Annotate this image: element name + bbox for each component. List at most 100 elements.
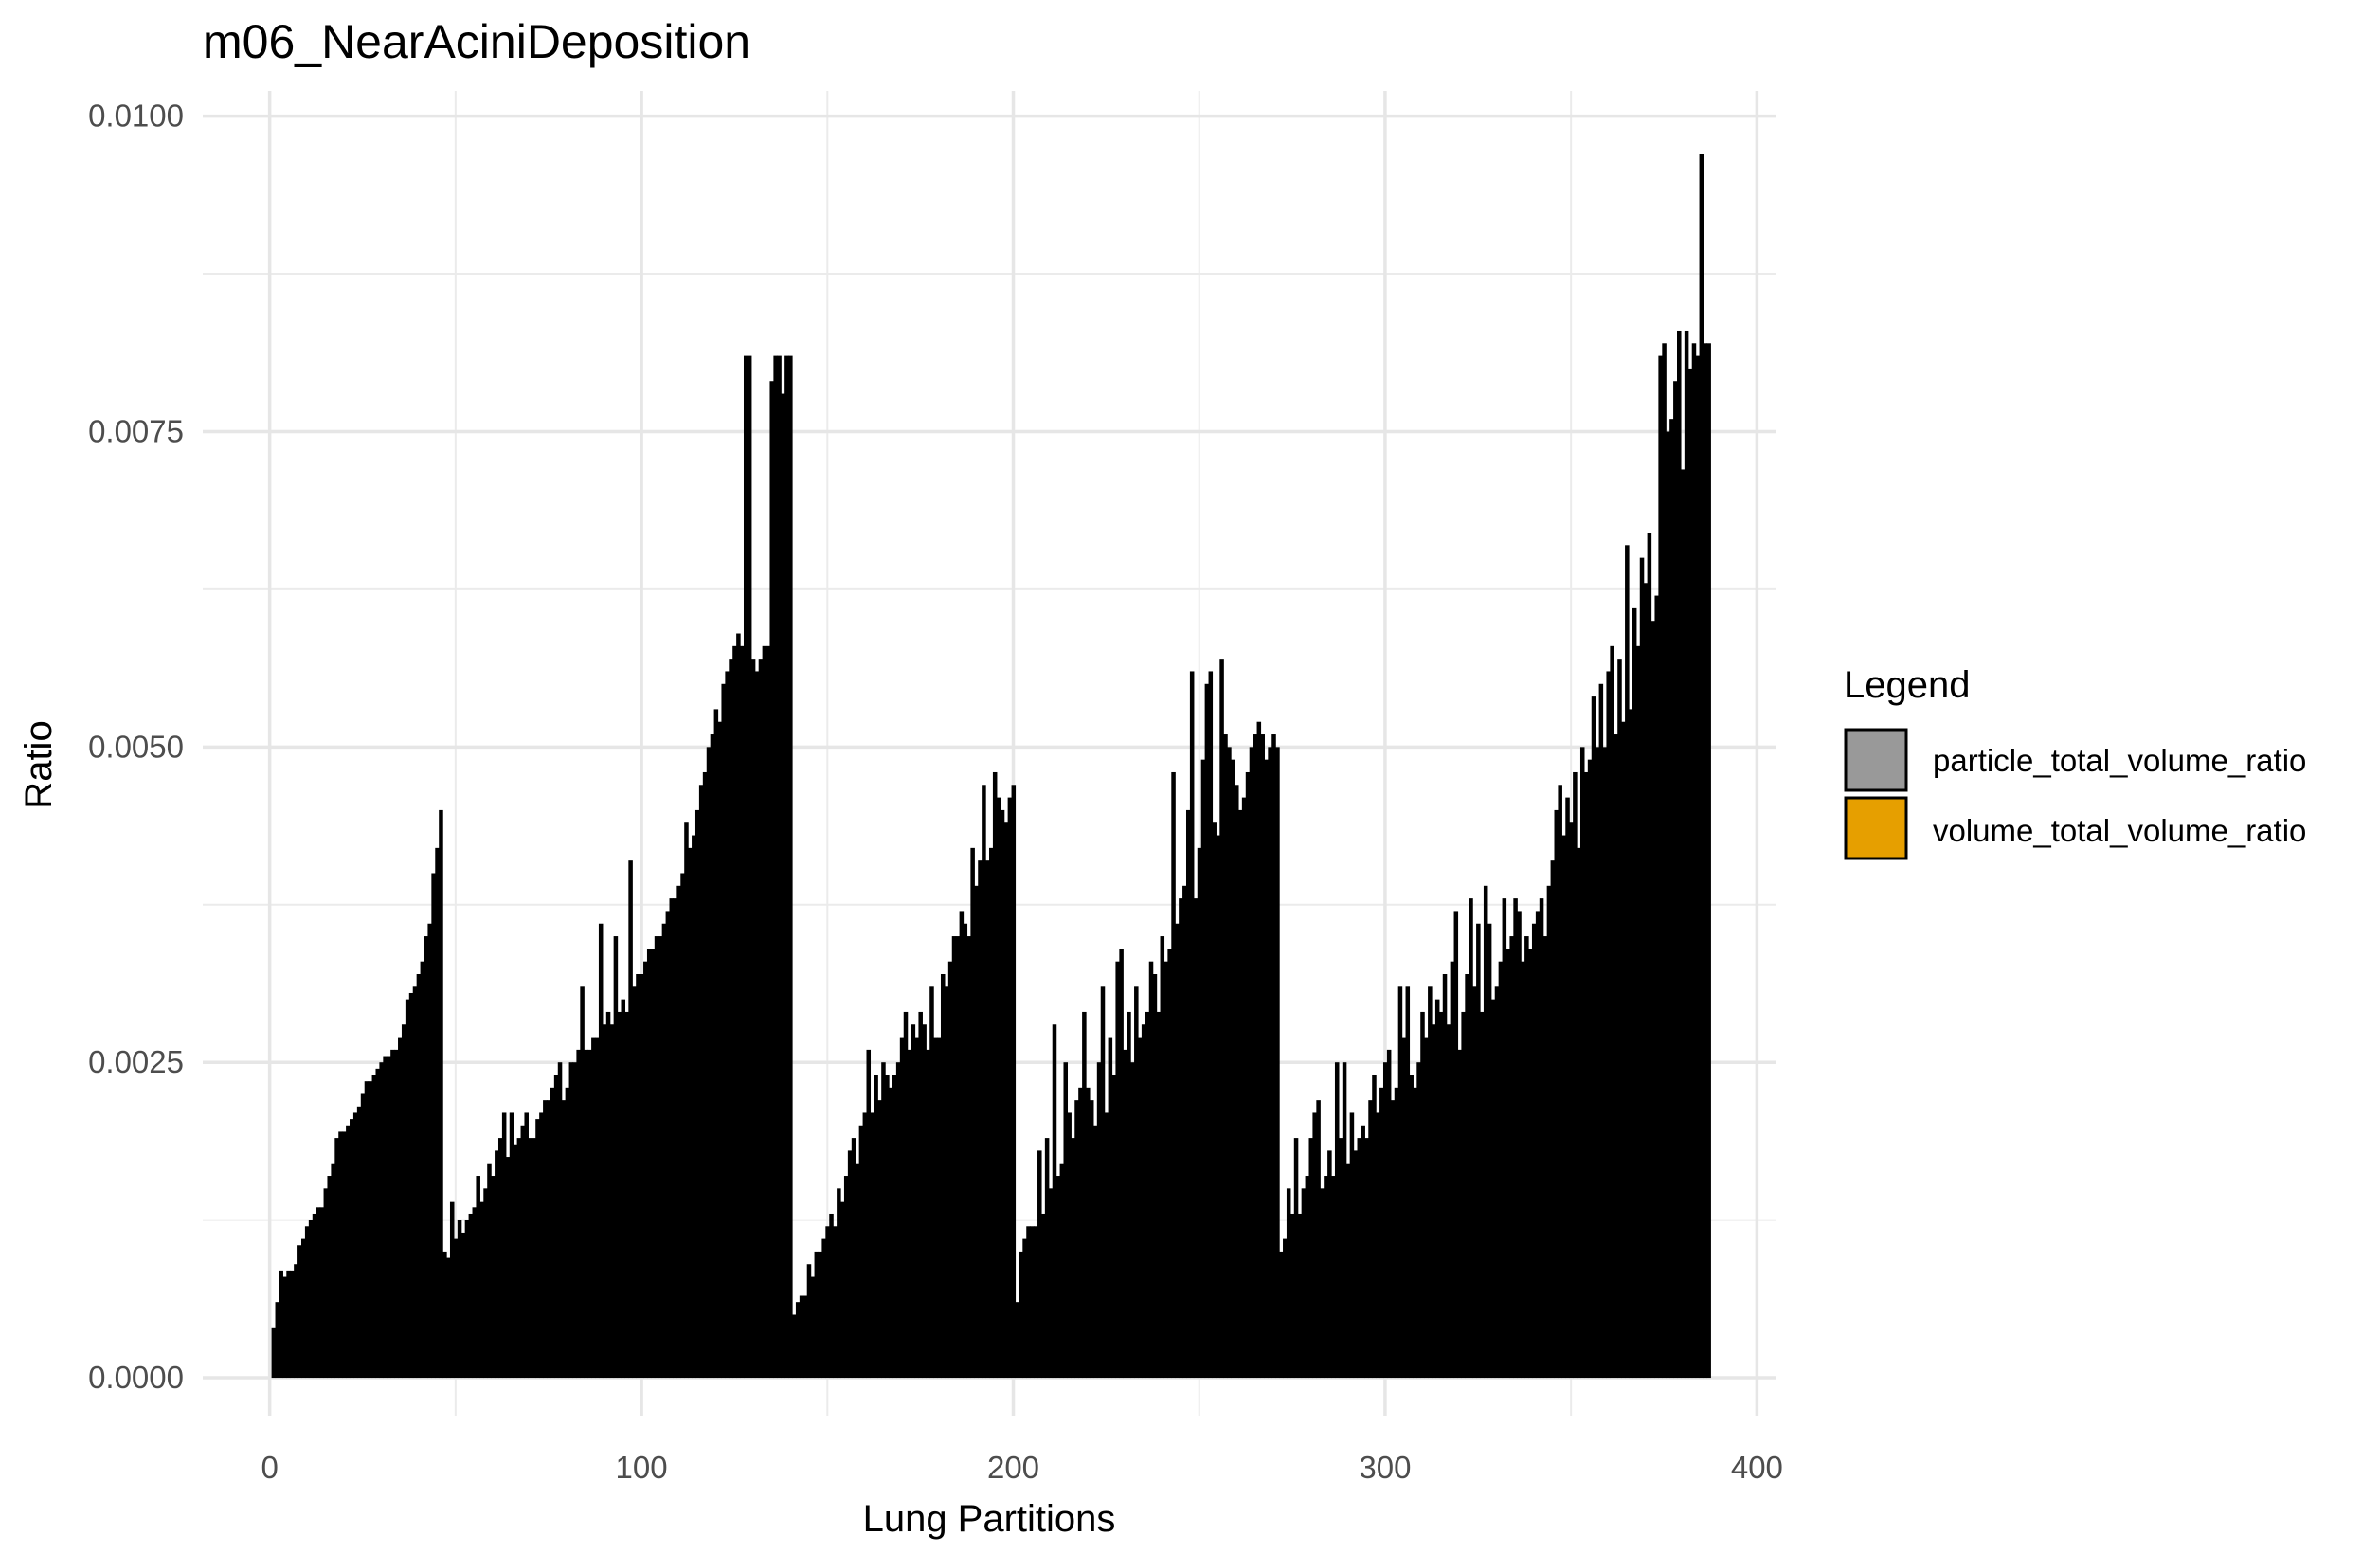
bar — [1067, 1112, 1072, 1379]
bar — [495, 1150, 499, 1379]
bar — [1658, 355, 1663, 1379]
bar — [1684, 330, 1689, 1379]
bar — [1286, 1188, 1291, 1379]
bar — [1145, 1011, 1150, 1379]
bar — [843, 1176, 849, 1379]
bar — [1256, 721, 1262, 1379]
bar — [1324, 1176, 1328, 1379]
bar — [368, 1081, 373, 1379]
bar — [1007, 797, 1013, 1379]
bar — [1554, 809, 1560, 1379]
y-tick-label: 0.0050 — [88, 729, 184, 764]
bar — [375, 1068, 381, 1379]
bar — [371, 1075, 377, 1379]
bar — [1156, 1011, 1162, 1379]
legend: Legend particle_total_volume_ratio volum… — [1844, 664, 2306, 860]
bar — [1595, 747, 1600, 1379]
bar — [1175, 923, 1180, 1379]
bar — [1703, 343, 1707, 1379]
bar — [1275, 747, 1280, 1379]
bar — [460, 1232, 466, 1379]
bar — [692, 835, 696, 1379]
bar — [1617, 659, 1622, 1379]
bar — [1531, 923, 1537, 1379]
bar — [1401, 1037, 1407, 1379]
bar — [1691, 343, 1697, 1379]
bar — [587, 1049, 592, 1379]
bar — [1361, 1125, 1365, 1379]
bar — [702, 771, 708, 1379]
bar — [1253, 734, 1258, 1379]
bar — [989, 847, 994, 1379]
bar — [584, 1049, 588, 1379]
bar — [673, 898, 677, 1379]
bar — [1137, 1037, 1143, 1379]
bar — [743, 355, 748, 1379]
bar — [717, 721, 723, 1379]
bar — [338, 1131, 343, 1379]
bar — [398, 1037, 403, 1379]
bar — [1699, 154, 1704, 1379]
bar — [576, 1049, 581, 1379]
bar — [1003, 822, 1009, 1379]
bar — [974, 885, 979, 1379]
bar — [394, 1049, 399, 1379]
bar — [516, 1138, 522, 1379]
bar — [959, 911, 965, 1379]
bar — [1625, 545, 1630, 1379]
bar — [319, 1207, 325, 1379]
bar — [1390, 1100, 1396, 1379]
bar — [1231, 759, 1235, 1379]
bar — [1189, 671, 1195, 1379]
bar — [1320, 1188, 1325, 1379]
x-tick-label: 300 — [1359, 1450, 1411, 1485]
bar — [1453, 911, 1459, 1379]
bar — [290, 1270, 295, 1379]
bar — [1212, 822, 1217, 1379]
bar — [1579, 747, 1585, 1379]
bar — [985, 860, 990, 1379]
bar — [889, 1087, 893, 1379]
x-tick-label: 200 — [987, 1450, 1039, 1485]
bar — [1011, 785, 1017, 1379]
bar — [694, 809, 700, 1379]
bar — [911, 1024, 916, 1379]
bar — [773, 355, 778, 1379]
bar — [1063, 1062, 1069, 1379]
bar — [1539, 898, 1544, 1379]
bar — [390, 1049, 395, 1379]
bar — [1521, 961, 1525, 1379]
bar — [1662, 343, 1667, 1379]
bar — [1577, 847, 1581, 1379]
bar — [1680, 469, 1686, 1379]
bar — [963, 923, 968, 1379]
bar — [1621, 721, 1626, 1379]
bar — [1100, 986, 1106, 1379]
bar — [298, 1245, 302, 1379]
bar — [1327, 1150, 1332, 1379]
bar — [947, 961, 953, 1379]
bar — [1498, 961, 1504, 1379]
bar — [1379, 1087, 1384, 1379]
bar — [792, 1314, 797, 1379]
bar — [617, 1011, 622, 1379]
bar — [1316, 1100, 1321, 1379]
bar — [1241, 797, 1247, 1379]
bar — [1119, 949, 1124, 1379]
bar — [416, 974, 422, 1379]
bar — [1193, 898, 1199, 1379]
legend-swatch-volume — [1844, 796, 1908, 860]
bar — [706, 747, 712, 1379]
bar — [449, 1201, 455, 1379]
y-axis-title: Ratio — [18, 720, 60, 808]
bar — [621, 999, 626, 1379]
bar — [598, 923, 604, 1379]
bar — [833, 1226, 838, 1379]
bar — [1546, 885, 1552, 1379]
bar — [1639, 557, 1645, 1379]
bar — [379, 1062, 384, 1379]
bar — [1026, 1226, 1031, 1379]
bar — [412, 986, 418, 1379]
bar — [1450, 961, 1455, 1379]
bar — [922, 1024, 927, 1379]
